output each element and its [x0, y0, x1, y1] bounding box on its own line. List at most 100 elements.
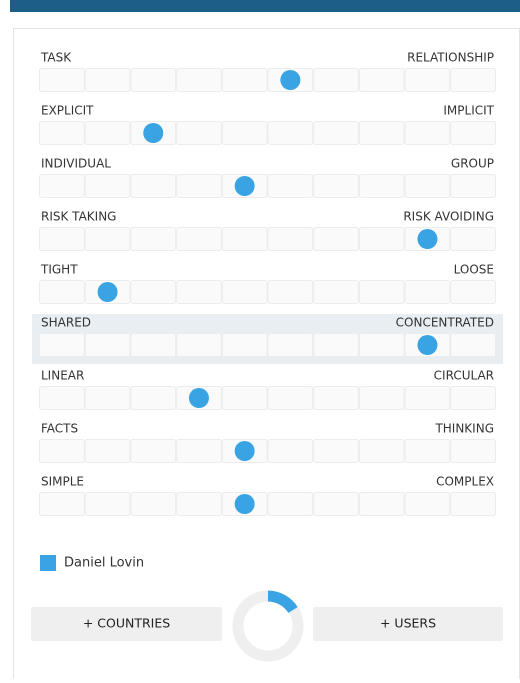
track-segment	[267, 121, 314, 145]
track-segment	[221, 121, 268, 145]
slider-handle	[417, 335, 438, 355]
track-segment	[267, 439, 314, 463]
button[interactable]	[31, 607, 222, 641]
right-label: IMPLICIT	[443, 104, 494, 118]
left-label: EXPLICIT	[41, 104, 94, 118]
track-segment	[358, 492, 405, 516]
donut-arc	[267, 590, 298, 614]
track-segment	[313, 121, 359, 145]
track-segment	[221, 68, 268, 92]
track-segment	[358, 227, 405, 251]
track-segment	[39, 174, 85, 198]
track-segment	[84, 439, 131, 463]
track-segment	[450, 333, 496, 357]
track-segment	[358, 121, 405, 145]
track-segment	[313, 386, 359, 410]
track-segment	[450, 492, 496, 516]
track-segment	[176, 492, 222, 516]
track-segment	[84, 68, 131, 92]
button-label[interactable]: + COUNTRIES	[83, 616, 170, 631]
track-segment	[267, 280, 314, 304]
slider-handle	[188, 388, 209, 408]
track-segment	[176, 280, 222, 304]
right-label: LOOSE	[454, 263, 494, 277]
track-segment	[313, 68, 359, 92]
track-segment	[39, 492, 85, 516]
track-segment	[358, 280, 405, 304]
track-segment	[313, 333, 359, 357]
track-segment	[84, 121, 131, 145]
track-segment	[176, 174, 222, 198]
left-label: FACTS	[41, 422, 78, 436]
track-segment	[450, 68, 496, 92]
right-label: CONCENTRATED	[396, 316, 494, 330]
track-segment	[313, 439, 359, 463]
track-segment	[130, 439, 177, 463]
track-segment	[176, 439, 222, 463]
track-segment	[130, 333, 177, 357]
track-segment	[130, 227, 177, 251]
track-segment	[130, 68, 177, 92]
track-segment	[404, 121, 451, 145]
track-segment	[84, 333, 131, 357]
track-segment	[267, 492, 314, 516]
track-segment	[313, 174, 359, 198]
track-segment	[267, 174, 314, 198]
slider-handle	[280, 70, 301, 90]
track-segment	[39, 439, 85, 463]
track-segment	[176, 121, 222, 145]
left-label: SHARED	[41, 316, 91, 330]
right-label: GROUP	[451, 157, 494, 171]
track-segment	[404, 492, 451, 516]
track-segment	[450, 386, 496, 410]
track-segment	[450, 121, 496, 145]
slider-handle	[417, 229, 438, 249]
track-segment	[358, 333, 405, 357]
track-segment	[358, 68, 405, 92]
left-label: LINEAR	[41, 369, 84, 383]
track-segment	[450, 227, 496, 251]
left-label: INDIVIDUAL	[41, 157, 111, 171]
track-segment	[358, 439, 405, 463]
track-segment	[176, 227, 222, 251]
track-segment	[39, 386, 85, 410]
track-segment	[221, 333, 268, 357]
right-label: THINKING	[434, 422, 494, 436]
track-segment	[84, 386, 131, 410]
track-segment	[130, 174, 177, 198]
track-segment	[84, 227, 131, 251]
track-segment	[404, 386, 451, 410]
legend-label: Daniel Lovin	[64, 556, 144, 571]
track-segment	[404, 280, 451, 304]
slider-handle	[234, 176, 255, 196]
track-segment	[313, 492, 359, 516]
track-segment	[39, 121, 85, 145]
track-segment	[221, 386, 268, 410]
left-label: TIGHT	[40, 263, 78, 277]
track-segment	[130, 280, 177, 304]
track-segment	[358, 174, 405, 198]
track-segment	[404, 68, 451, 92]
track-segment	[450, 439, 496, 463]
track-segment	[39, 280, 85, 304]
button-label[interactable]: + USERS	[380, 616, 436, 631]
right-label: CIRCULAR	[434, 369, 494, 383]
track-segment	[176, 68, 222, 92]
right-label: RISK AVOIDING	[403, 210, 494, 224]
track-segment	[84, 174, 131, 198]
track-segment	[267, 333, 314, 357]
slider-handle	[97, 282, 118, 302]
track-segment	[221, 227, 268, 251]
track-segment	[221, 280, 268, 304]
button[interactable]	[313, 607, 503, 641]
right-label: RELATIONSHIP	[407, 51, 494, 65]
slider-handle	[143, 123, 164, 143]
left-label: SIMPLE	[41, 475, 84, 489]
track-segment	[404, 439, 451, 463]
slider-handle	[234, 441, 255, 461]
left-label: RISK TAKING	[41, 210, 116, 224]
track-segment	[404, 174, 451, 198]
legend-swatch	[40, 555, 56, 571]
track-segment	[130, 492, 177, 516]
